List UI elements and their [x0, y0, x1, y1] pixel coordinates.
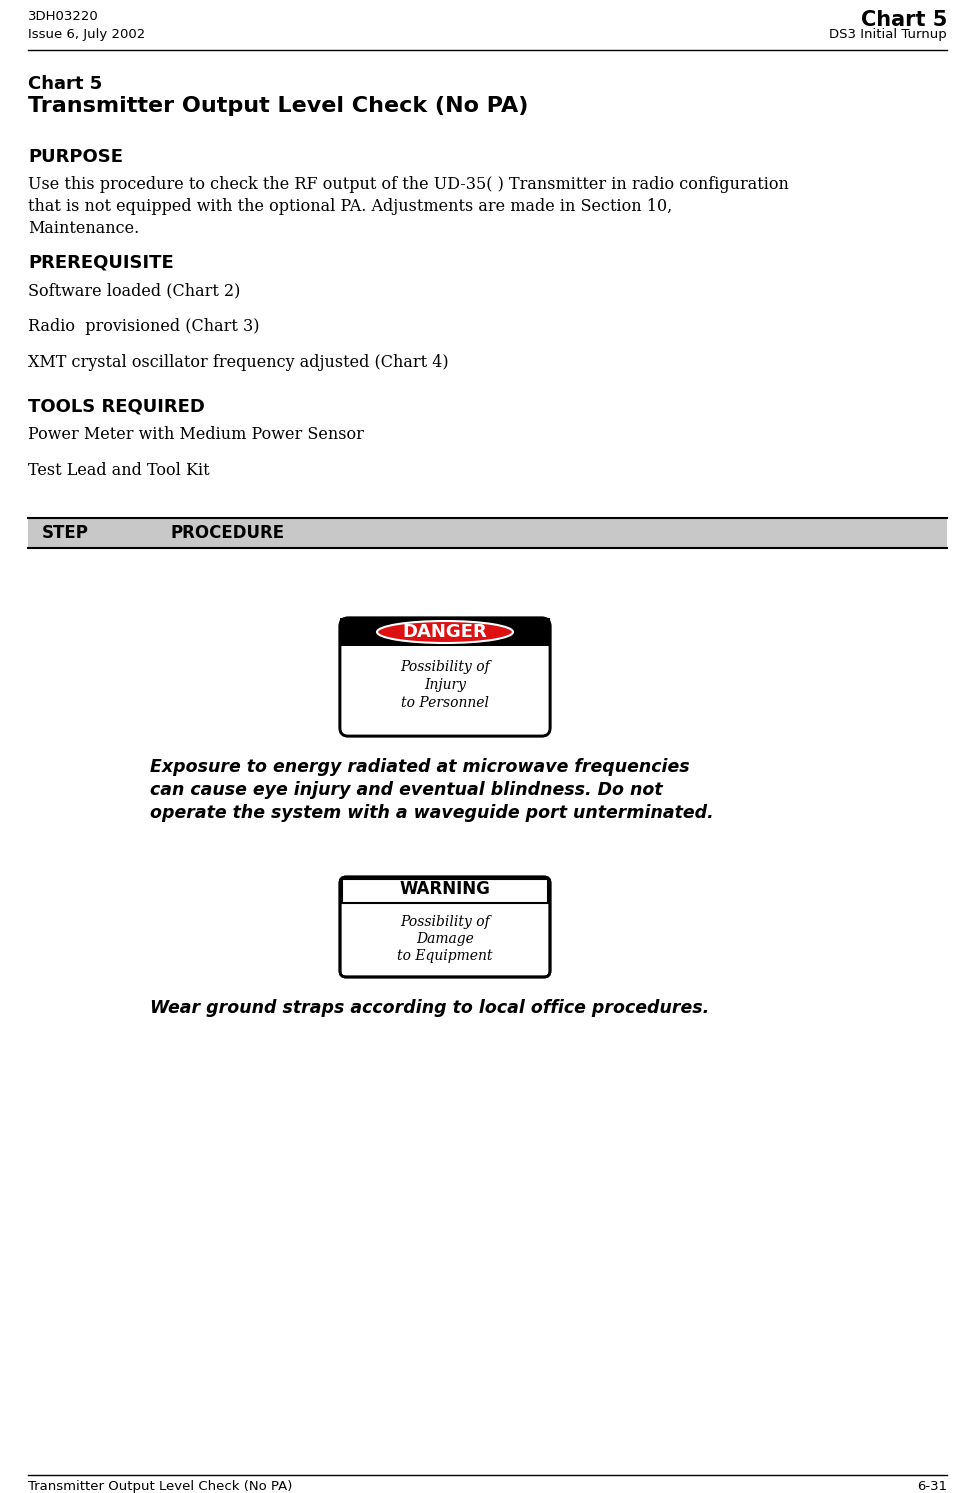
Text: WARNING: WARNING — [400, 879, 490, 897]
Text: operate the system with a waveguide port unterminated.: operate the system with a waveguide port… — [150, 805, 714, 823]
Text: PROCEDURE: PROCEDURE — [170, 524, 284, 542]
FancyBboxPatch shape — [340, 618, 550, 736]
Text: STEP: STEP — [42, 524, 89, 542]
Text: DANGER: DANGER — [403, 623, 488, 640]
Text: Software loaded (Chart 2): Software loaded (Chart 2) — [28, 282, 241, 299]
Text: Issue 6, July 2002: Issue 6, July 2002 — [28, 28, 145, 40]
Text: Transmitter Output Level Check (No PA): Transmitter Output Level Check (No PA) — [28, 96, 528, 116]
Text: can cause eye injury and eventual blindness. Do not: can cause eye injury and eventual blindn… — [150, 781, 663, 799]
Text: Injury: Injury — [424, 678, 466, 691]
Ellipse shape — [377, 621, 513, 643]
Text: Maintenance.: Maintenance. — [28, 219, 139, 237]
Text: Power Meter with Medium Power Sensor: Power Meter with Medium Power Sensor — [28, 426, 364, 443]
Text: Test Lead and Tool Kit: Test Lead and Tool Kit — [28, 461, 210, 479]
Text: Use this procedure to check the RF output of the UD-35( ) Transmitter in radio c: Use this procedure to check the RF outpu… — [28, 176, 789, 193]
Text: Damage: Damage — [416, 932, 474, 947]
Text: Possibility of: Possibility of — [400, 915, 489, 929]
Text: DS3 Initial Turnup: DS3 Initial Turnup — [830, 28, 947, 40]
Text: Wear ground straps according to local office procedures.: Wear ground straps according to local of… — [150, 999, 709, 1017]
Text: Chart 5: Chart 5 — [861, 10, 947, 30]
Text: TOOLS REQUIRED: TOOLS REQUIRED — [28, 399, 205, 417]
FancyBboxPatch shape — [341, 646, 549, 735]
Text: PREREQUISITE: PREREQUISITE — [28, 254, 174, 272]
Text: Exposure to energy radiated at microwave frequencies: Exposure to energy radiated at microwave… — [150, 758, 689, 776]
FancyBboxPatch shape — [340, 618, 550, 736]
Text: XMT crystal oscillator frequency adjusted (Chart 4): XMT crystal oscillator frequency adjuste… — [28, 354, 448, 370]
Text: PURPOSE: PURPOSE — [28, 148, 123, 166]
FancyBboxPatch shape — [340, 876, 550, 976]
Text: to Personnel: to Personnel — [401, 696, 489, 711]
Text: to Equipment: to Equipment — [397, 950, 492, 963]
FancyBboxPatch shape — [340, 618, 550, 646]
Text: 6-31: 6-31 — [916, 1480, 947, 1493]
Text: Chart 5: Chart 5 — [28, 75, 102, 93]
Text: that is not equipped with the optional PA. Adjustments are made in Section 10,: that is not equipped with the optional P… — [28, 199, 672, 215]
Text: Possibility of: Possibility of — [400, 660, 489, 673]
FancyBboxPatch shape — [28, 518, 947, 548]
FancyBboxPatch shape — [348, 618, 542, 646]
Text: Transmitter Output Level Check (No PA): Transmitter Output Level Check (No PA) — [28, 1480, 292, 1493]
FancyBboxPatch shape — [342, 879, 548, 903]
Text: 3DH03220: 3DH03220 — [28, 10, 98, 22]
Text: Radio  provisioned (Chart 3): Radio provisioned (Chart 3) — [28, 318, 259, 334]
